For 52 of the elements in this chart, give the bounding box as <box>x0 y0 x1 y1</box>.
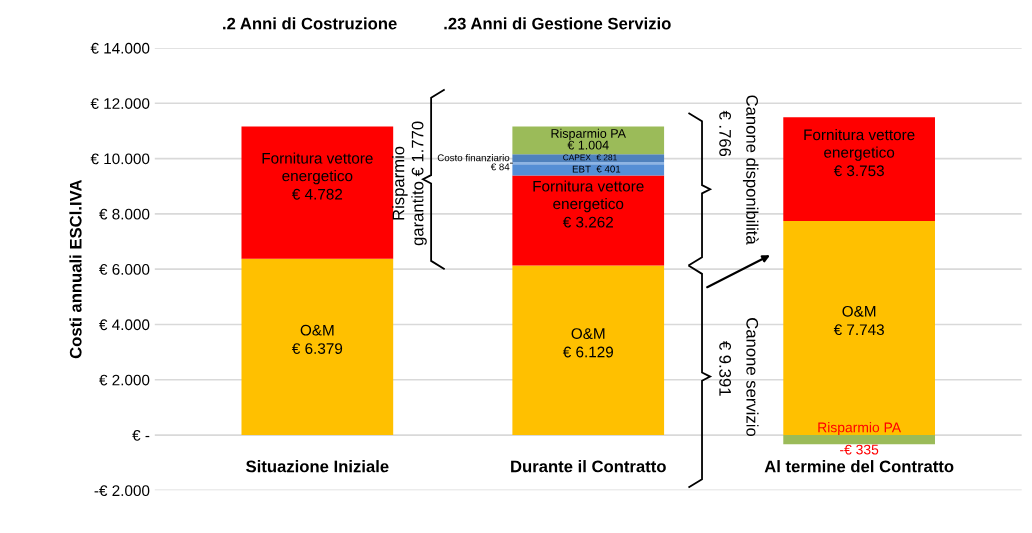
x-tick-label: Durante il Contratto <box>511 460 666 473</box>
annotation: Canone servizio <box>746 318 759 437</box>
text: O&M <box>300 324 334 336</box>
series-label: Risparmio PA <box>818 422 902 436</box>
y-tick-label: € 4.000 <box>99 319 150 331</box>
data-label: € 6.129 <box>562 346 613 358</box>
data-label: € 1.004 <box>567 140 609 150</box>
bar <box>241 258 394 436</box>
y-tick-label: € 14.000 <box>90 42 150 54</box>
annotation: € .766 <box>719 110 732 157</box>
x-tick-label: Al termine del Contratto <box>764 460 954 473</box>
data-label: € 401 <box>596 165 621 173</box>
series-label: CAPEX <box>563 154 591 161</box>
y-tick-label: € 2.000 <box>99 374 150 386</box>
bar <box>512 175 665 266</box>
y-tick-label: € 6.000 <box>99 264 150 275</box>
y-tick-label: € 10.000 <box>90 153 150 165</box>
series-label: EBT <box>572 165 591 173</box>
series-label: O&M <box>571 328 605 340</box>
y-tick-label: € - <box>132 429 150 441</box>
bar <box>241 126 394 259</box>
bar <box>512 126 665 155</box>
data-label: € 281 <box>596 154 617 161</box>
bar <box>783 220 935 436</box>
chart-subtitle: .23 Anni di Gestione Servizio <box>444 17 671 30</box>
bar <box>512 154 665 162</box>
text: O&M <box>842 305 876 317</box>
y-tick-label: -€ 2.000 <box>94 485 150 497</box>
data-label: € 3.753 <box>833 165 884 177</box>
annotation: Canone disponibilità <box>742 95 759 245</box>
y-tick-label: € 8.000 <box>99 208 150 220</box>
text: Fornitura vettore energetico <box>804 128 915 161</box>
series-label: Fornitura vettore energetico <box>533 180 644 213</box>
data-label: € 6.379 <box>291 343 343 354</box>
bar <box>512 265 665 436</box>
bar <box>512 164 665 176</box>
data-label: € 84 <box>490 163 510 171</box>
bar <box>783 117 935 221</box>
chart-title: .2 Anni di Costruzione <box>223 17 397 30</box>
y-tick-label: € 12.000 <box>90 98 150 109</box>
y-axis-title: Costi annuali ESCl.IVA <box>69 179 82 359</box>
x-tick-label: Situazione Iniziale <box>246 460 389 473</box>
data-label: € 3.262 <box>562 216 613 228</box>
text: Fornitura vettore energetico <box>262 152 373 185</box>
data-label: € 4.782 <box>291 188 343 200</box>
annotation: Risparmio garantito € 1.770 <box>392 121 427 246</box>
annotation: € 9.391 <box>719 341 732 396</box>
bar <box>783 435 935 445</box>
series-label: Costo finanziario <box>437 154 510 162</box>
text: Risparmio PA <box>551 128 626 141</box>
data-label: -€ 335 <box>840 444 879 455</box>
data-label: € 7.743 <box>833 324 884 336</box>
